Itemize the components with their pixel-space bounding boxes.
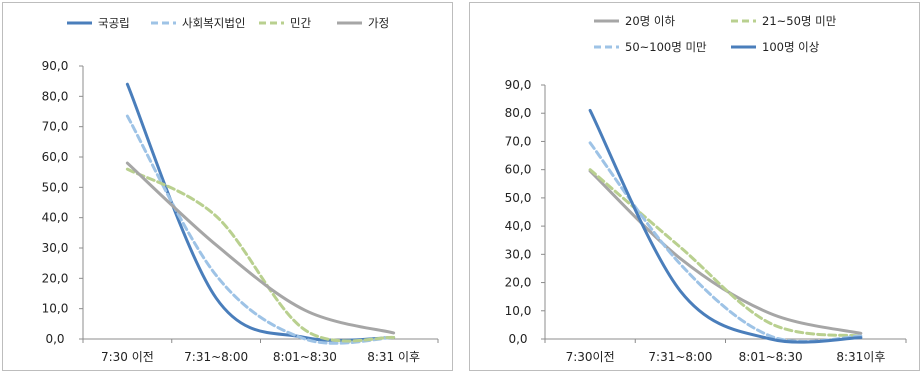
y-tick-label: 60,0 [505, 163, 532, 177]
y-tick-label: 0,0 [45, 332, 64, 346]
y-tick-label: 70,0 [42, 120, 69, 134]
legend-label: 21~50명 미만 [762, 14, 837, 28]
legend-label: 50~100명 미만 [625, 40, 707, 54]
x-tick-label: 7:30 이전 [101, 350, 154, 364]
x-tick-label: 8:01~8:30 [273, 350, 337, 364]
series-line-series-3 [125, 167, 396, 343]
series-line-series-1 [125, 82, 396, 342]
series-line-series-2 [125, 114, 396, 345]
chart-panel-right: 0,0 10,0 20,0 30,0 40,0 50,0 60,0 70,0 80,0 90,0 7… [469, 2, 920, 371]
series-line-100 [588, 108, 863, 344]
y-tick-label: 20,0 [505, 276, 532, 290]
y-tick-label: 80,0 [505, 106, 532, 120]
x-tick-label: 8:01~8:30 [739, 350, 803, 364]
legend-label: 20명 이하 [625, 14, 675, 28]
chart-panel-left: 0,0 10,0 20,0 30,0 40,0 50,0 60,0 70,0 80,0 90,0 7… [2, 2, 453, 371]
y-tick-label: 40,0 [505, 219, 532, 233]
series-line-21-50 [588, 168, 863, 338]
legend-label: 100명 이상 [762, 40, 820, 54]
x-tick-label: 7:31~8:00 [648, 350, 712, 364]
legend-label: 사회복지법인 [182, 16, 245, 30]
y-tick-label: 80,0 [42, 89, 69, 103]
x-tick-label: 7:30이전 [566, 350, 615, 364]
series-line-series-4 [125, 161, 396, 335]
x-tick-label: 8:31 이후 [367, 350, 420, 364]
y-tick-label: 70,0 [505, 134, 532, 148]
y-tick-label: 50,0 [505, 191, 532, 205]
legend-label: 민간 [290, 16, 312, 30]
chart-right-svg: 0,0 10,0 20,0 30,0 40,0 50,0 60,0 70,0 80,0 90,0 7… [505, 14, 907, 364]
y-tick-label: 90,0 [42, 59, 69, 73]
legend-label: 국공립 [98, 16, 130, 30]
series-line-20 [588, 169, 863, 335]
y-tick-label: 10,0 [505, 304, 532, 318]
y-tick-label: 30,0 [505, 247, 532, 261]
x-tick-label: 7:31~8:00 [184, 350, 248, 364]
y-tick-label: 60,0 [42, 150, 69, 164]
series-line-50-100 [588, 141, 863, 343]
y-tick-label: 40,0 [42, 211, 69, 225]
y-tick-label: 90,0 [505, 78, 532, 92]
y-tick-label: 10,0 [42, 302, 69, 316]
y-tick-label: 20,0 [42, 271, 69, 285]
y-tick-label: 0,0 [508, 332, 527, 346]
legend-label: 가정 [368, 16, 389, 30]
chart-left-svg: 0,0 10,0 20,0 30,0 40,0 50,0 60,0 70,0 80,0 90,0 7… [42, 16, 439, 364]
y-tick-label: 30,0 [42, 241, 69, 255]
y-tick-label: 50,0 [42, 180, 69, 194]
x-tick-label: 8:31이후 [836, 350, 885, 364]
